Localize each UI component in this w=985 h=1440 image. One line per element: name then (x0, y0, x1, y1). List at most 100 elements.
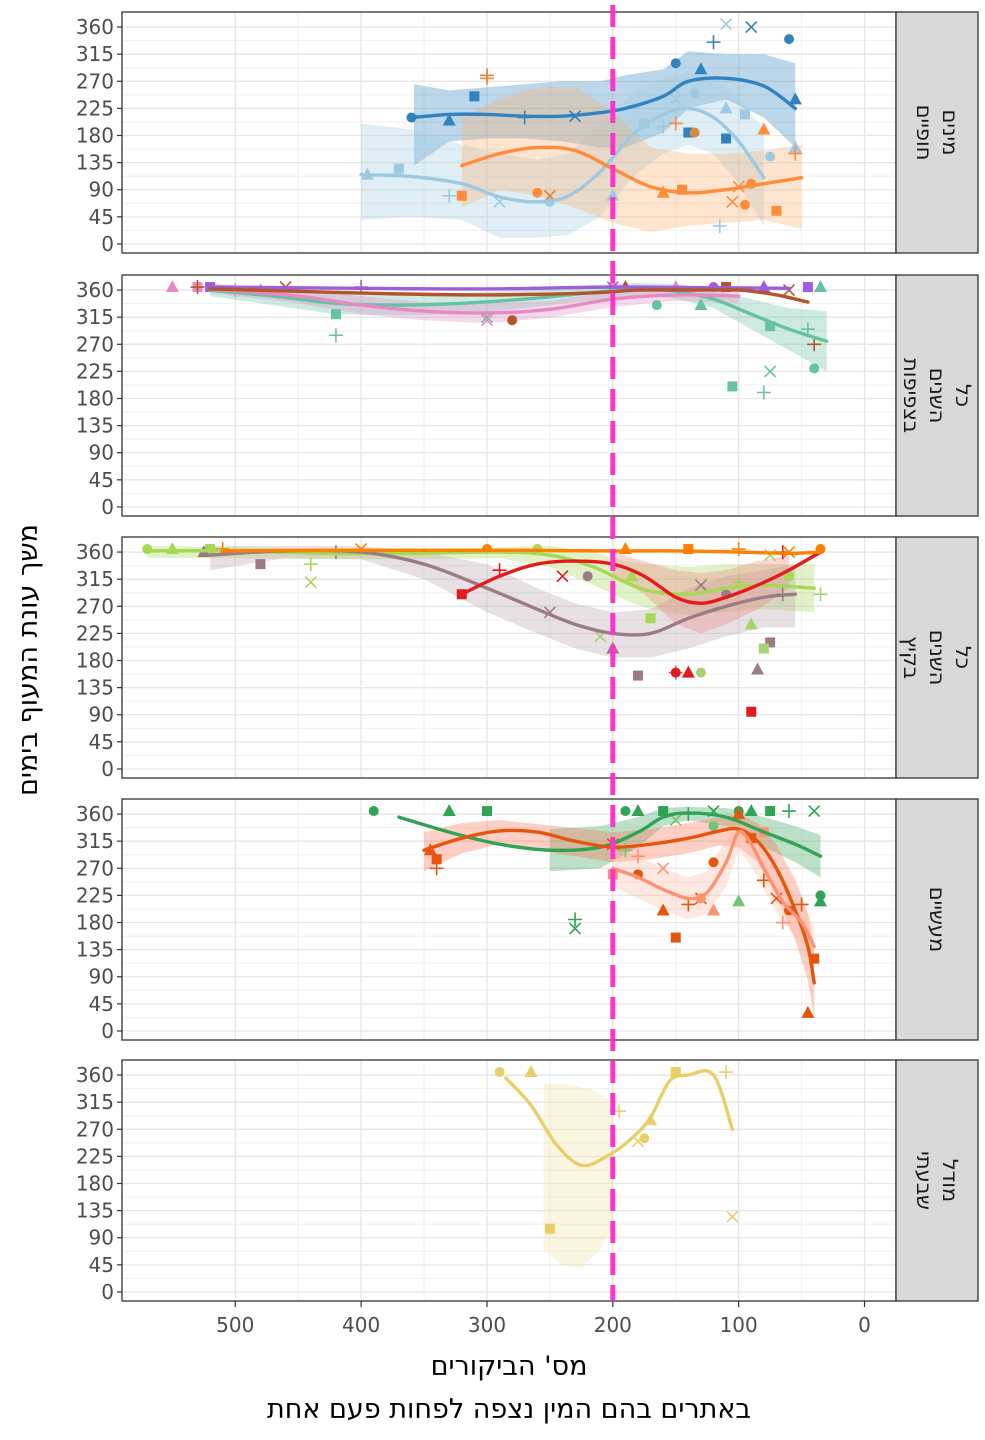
data-point (442, 804, 456, 817)
data-point (393, 163, 404, 174)
data-point (784, 34, 795, 45)
data-point (669, 93, 682, 106)
data-point (670, 1067, 681, 1078)
smooth-trend-line (221, 548, 823, 556)
data-point (532, 187, 543, 198)
y-tick-label: 315 (76, 305, 114, 329)
x-axis-subtitle: באתרים בהם המין נצפה לפחות פעם אחת (267, 1394, 751, 1425)
y-tick-label: 270 (76, 69, 114, 93)
facet-panel: 360 315 270 225 180 135 90 45 0 מעשיים (76, 798, 979, 1043)
y-tick-label: 90 (89, 441, 114, 465)
y-tick-label: 45 (89, 205, 114, 229)
data-point (330, 309, 341, 320)
data-point (633, 670, 643, 681)
x-tick-label: 0 (858, 1313, 871, 1337)
y-tick-label: 225 (76, 883, 114, 907)
data-point (732, 807, 746, 820)
data-point (556, 570, 569, 583)
data-point (801, 1005, 815, 1018)
facet-strip (895, 274, 979, 517)
y-tick-label: 360 (76, 802, 114, 826)
x-tick-label: 300 (468, 1313, 506, 1337)
y-tick-label: 225 (76, 621, 114, 645)
smooth-trend-line (460, 550, 823, 606)
data-point (689, 88, 700, 99)
data-point (668, 116, 683, 131)
plot-area: 360 315 270 225 180 135 90 45 0 מיניםחופיים 360 315… (76, 5, 979, 1337)
data-point (328, 328, 343, 343)
data-point (726, 195, 739, 208)
y-tick-label: 315 (76, 42, 114, 66)
data-point (658, 806, 669, 817)
facet-panel: 360 315 270 225 180 135 90 45 0 מיניםחופיים (76, 11, 979, 256)
data-point (721, 133, 732, 144)
y-tick-label: 180 (76, 124, 114, 148)
data-point (746, 706, 757, 717)
data-point (303, 557, 318, 572)
x-axis-title: מס' הביקורים (431, 1351, 588, 1382)
y-tick-label: 135 (76, 151, 114, 175)
data-point (727, 381, 738, 392)
data-point (524, 1065, 538, 1078)
data-point (809, 363, 820, 374)
data-point (431, 854, 442, 865)
y-tick-label: 360 (76, 15, 114, 39)
data-point (669, 814, 682, 827)
panel-background (122, 275, 896, 516)
facet-panel: 360 315 270 225 180 135 90 45 0 כלהשניםבקיץ (76, 536, 979, 781)
data-point (670, 932, 681, 943)
data-point (706, 35, 721, 50)
data-point (782, 283, 796, 297)
y-tick-label: 90 (89, 703, 114, 727)
y-tick-label: 45 (89, 468, 114, 492)
data-point (744, 804, 758, 817)
data-point (807, 337, 822, 352)
y-tick-label: 0 (101, 757, 114, 781)
confidence-band (549, 806, 821, 878)
data-point (645, 613, 656, 624)
data-point (494, 1067, 505, 1078)
data-point (707, 903, 721, 916)
y-tick-label: 270 (76, 332, 114, 356)
smooth-trend-line (359, 106, 766, 204)
data-point (809, 953, 820, 964)
data-point (764, 365, 777, 378)
panel-background (122, 1060, 896, 1301)
facet-panel: 360 315 270 225 180 135 90 45 0 מודלשבעתי (76, 1059, 979, 1304)
data-point (719, 1065, 734, 1080)
smooth-trend-line (208, 285, 791, 291)
y-tick-label: 315 (76, 1090, 114, 1114)
data-point (720, 17, 733, 31)
confidence-band (612, 814, 815, 968)
y-tick-label: 360 (76, 278, 114, 302)
data-point (765, 637, 776, 648)
y-tick-label: 270 (76, 594, 114, 618)
data-point (190, 280, 205, 295)
data-point (469, 91, 480, 102)
y-tick-label: 45 (89, 1253, 114, 1277)
data-point (639, 1133, 650, 1144)
y-tick-label: 135 (76, 938, 114, 962)
data-point (656, 119, 671, 134)
data-point (681, 665, 695, 678)
facet-strip-label: מודלשבעתי (912, 1151, 962, 1210)
data-point (708, 821, 719, 832)
y-tick-label: 360 (76, 1063, 114, 1087)
data-point (507, 315, 518, 326)
data-point (694, 62, 708, 75)
smooth-trend-line (611, 829, 816, 949)
confidence-band (210, 546, 796, 658)
data-point (694, 298, 708, 311)
y-tick-label: 225 (76, 96, 114, 120)
smooth-trend-line (422, 826, 816, 985)
smooth-trend-line (460, 145, 804, 195)
x-tick-label: 100 (720, 1313, 758, 1337)
data-point (606, 188, 620, 201)
data-point (406, 112, 417, 123)
facet-strip-label: מעשיים (925, 887, 949, 953)
facet-strip (895, 1059, 979, 1302)
data-point (165, 280, 179, 293)
confidence-band (147, 546, 815, 616)
data-point (813, 280, 827, 293)
data-point (782, 804, 797, 819)
